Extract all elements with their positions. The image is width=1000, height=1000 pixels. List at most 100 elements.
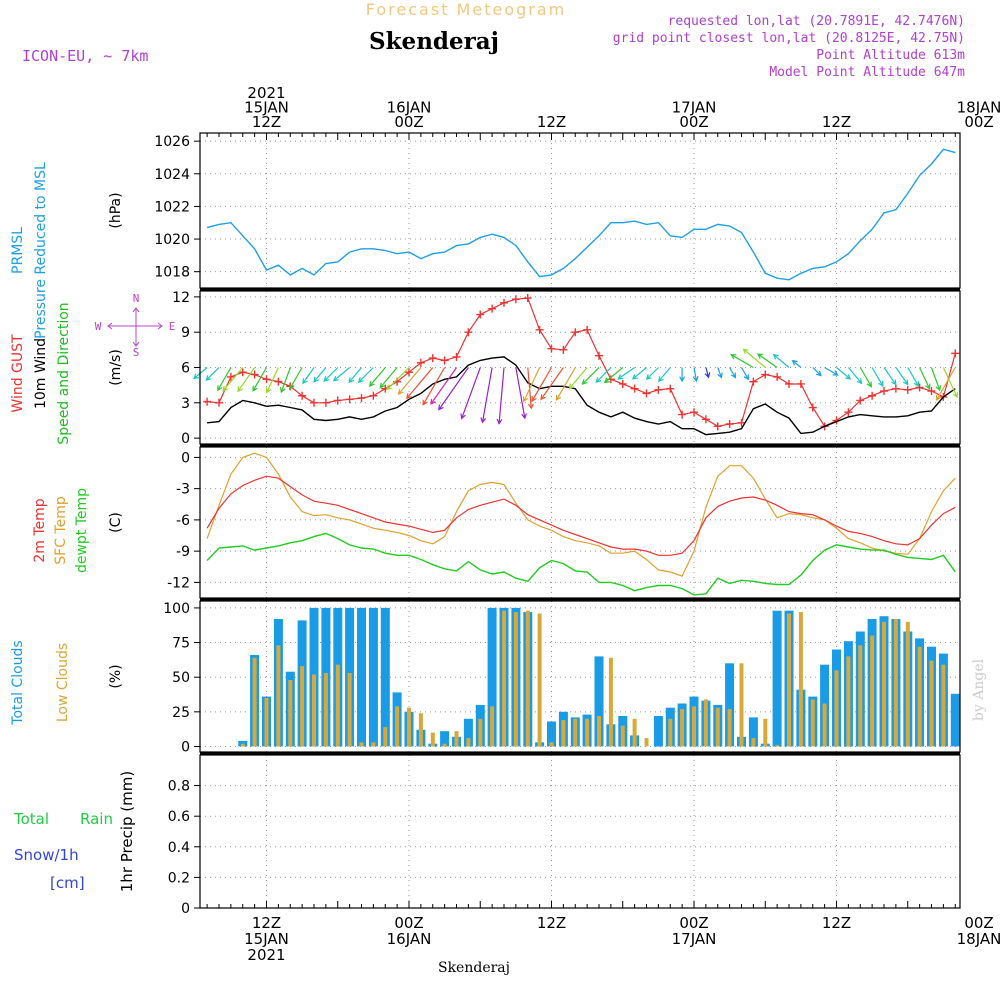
precip-ylabel: 1hr Precip (mm) (118, 771, 136, 892)
top-time-label: 00Z (964, 113, 993, 131)
wind-direction-arrow (930, 367, 942, 392)
bottom-time-label: 12Z (252, 914, 281, 932)
total-cloud-bar (653, 716, 663, 747)
y-tick-label: 100 (163, 601, 190, 617)
temp-ylabel: 2m Temp (32, 498, 48, 562)
wind-direction-arrow (438, 367, 469, 411)
sfc-temp-line (206, 452, 956, 577)
gust-marker (595, 351, 603, 360)
wind-direction-arrow (871, 367, 884, 387)
top-time-label: 16JAN (387, 99, 432, 117)
bottom-time-label: 00Z (394, 914, 423, 932)
wind-direction-arrow (692, 367, 699, 383)
model-label: ICON-EU, ~ 7km (22, 47, 148, 65)
low-cloud-bar (739, 663, 744, 747)
wind-direction-arrow (704, 367, 711, 379)
top-time-label: 12Z (537, 113, 566, 131)
unit-label: (%) (108, 664, 124, 688)
wind-direction-arrow (323, 367, 339, 382)
gust-marker (203, 397, 212, 406)
bottom-time-label: 15JAN (244, 930, 289, 948)
station-title: Skenderaj (369, 28, 499, 55)
low-cloud-bar (240, 743, 245, 747)
gust-marker (476, 310, 485, 319)
low-cloud-bar (680, 709, 685, 747)
precip-legend-snow: Snow/1h (14, 846, 79, 864)
wind-direction-arrow (919, 367, 931, 390)
footer-station: Skenderaj (438, 960, 510, 976)
low-cloud-bar (383, 727, 388, 747)
y-tick-label: -12 (167, 575, 190, 591)
gust-marker (298, 391, 307, 400)
total-cloud-bar (594, 656, 604, 747)
gust-marker (642, 389, 651, 398)
y-tick-label: -3 (176, 482, 190, 498)
wind-direction-arrow (895, 367, 909, 386)
gust-marker (226, 372, 235, 381)
gust-marker (310, 398, 318, 407)
wind-direction-arrow (657, 367, 671, 383)
precip-legend-total: Total (13, 810, 49, 828)
unit-label: (C) (108, 512, 124, 533)
gust-marker (571, 328, 580, 337)
bottom-time-label: 17JAN (672, 930, 717, 948)
wind-direction-arrow (515, 367, 527, 420)
low-cloud-bar (846, 656, 851, 747)
gust-marker (773, 372, 782, 381)
wind-direction-arrow (357, 367, 374, 383)
wind-direction-arrow (942, 367, 958, 399)
y-tick-label: 0 (181, 450, 190, 466)
wind-direction-arrow (332, 367, 350, 382)
y-tick-label: 1022 (154, 199, 190, 215)
gust-marker (796, 379, 805, 388)
wind-direction-arrow (406, 367, 434, 400)
wind-direction-arrow (313, 367, 327, 383)
wind-line (207, 356, 956, 436)
gust-marker (630, 384, 639, 393)
top-time-label: 00Z (394, 113, 423, 131)
panel-temperature: 0 -3 -6 -9 -12 (C) 2m Temp SFC Temp dewpt Temp (32, 446, 961, 599)
gust-marker (547, 344, 556, 353)
low-cloud-bar (395, 706, 400, 747)
y-tick-label: 0.8 (168, 779, 190, 795)
temp-ylabel: dewpt Temp (74, 488, 90, 573)
gust-marker (523, 294, 532, 303)
total-cloud-bar (950, 693, 960, 747)
low-cloud-bar (537, 613, 542, 747)
wind-direction-arrow (679, 367, 686, 383)
y-tick-label: 25 (172, 705, 190, 721)
wind-direction-arrow (883, 367, 897, 386)
wind-direction-arrow (289, 367, 303, 391)
wind-direction-arrow (859, 367, 872, 388)
wind-direction-arrow (791, 359, 802, 368)
wind-ylabel: Wind GUST (10, 334, 26, 413)
gust-marker (238, 368, 247, 377)
low-cloud-bar (585, 718, 590, 747)
low-cloud-bar (917, 646, 922, 747)
dewpt-line (206, 532, 956, 596)
y-tick-label: 1024 (154, 167, 190, 183)
wind-direction-arrow (756, 353, 778, 368)
low-cloud-bar (502, 610, 506, 747)
compass-w: W (95, 320, 102, 333)
pressure-ylabel: PRMSL (10, 227, 26, 274)
low-cloud-bar (252, 657, 257, 747)
wind-direction-arrow (279, 367, 291, 394)
temp-ylabel: SFC Temp (53, 496, 69, 565)
low-cloud-bar (323, 673, 328, 747)
low-cloud-bar (810, 699, 815, 747)
y-tick-label: 0 (181, 901, 190, 917)
wind-direction-arrow (595, 367, 612, 383)
panel-frame (199, 754, 961, 909)
low-cloud-bar (822, 703, 827, 747)
gust-marker (535, 325, 544, 334)
bottom-time-label: 2021 (247, 946, 285, 964)
y-tick-label: 0.2 (168, 870, 190, 886)
precip-legend-rain: Rain (80, 810, 113, 828)
gust-marker (345, 395, 354, 404)
gust-marker (321, 398, 330, 407)
low-cloud-bar (300, 666, 305, 747)
